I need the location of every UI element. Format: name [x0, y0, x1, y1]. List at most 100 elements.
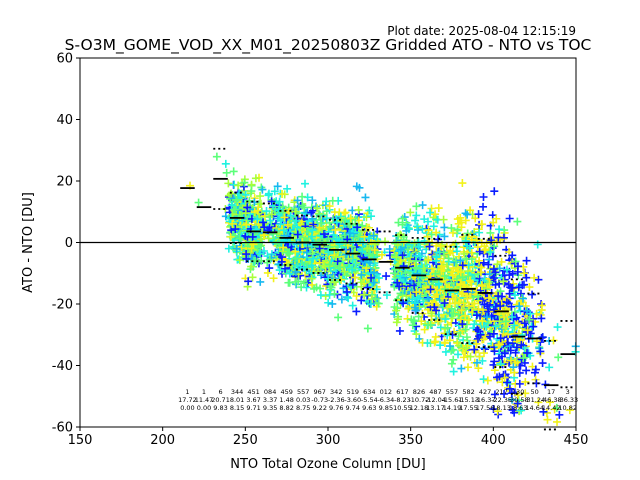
bin-std-label: 10.55 — [393, 404, 412, 412]
scatter-point — [358, 227, 367, 236]
scatter-point — [502, 298, 511, 307]
scatter-point — [441, 347, 450, 356]
scatter-point — [361, 193, 370, 202]
scatter-point — [348, 280, 357, 289]
scatter-point — [440, 285, 449, 294]
scatter-point — [227, 226, 236, 235]
scatter-point — [522, 256, 531, 265]
bin-std-label: 9.85 — [379, 404, 393, 412]
scatter-point — [445, 342, 454, 351]
scatter-point — [529, 322, 538, 331]
scatter-point — [478, 317, 487, 326]
scatter-point — [538, 333, 547, 342]
scatter-point — [479, 349, 488, 358]
scatter-point — [512, 400, 521, 409]
scatter-point — [331, 225, 340, 234]
scatter-point — [510, 291, 519, 300]
scatter-point — [285, 278, 294, 287]
scatter-point — [440, 272, 449, 281]
scatter-point — [465, 301, 474, 310]
scatter-point — [359, 253, 368, 262]
y-tick-label: -60 — [52, 421, 73, 436]
scatter-point — [372, 285, 381, 294]
bin-mean-label: 8.01 — [230, 396, 244, 404]
bin-std-label: 14.42 — [542, 404, 561, 412]
scatter-point — [344, 254, 353, 263]
bin-mean-label: -15.13 — [458, 396, 479, 404]
scatter-point — [502, 265, 511, 274]
scatter-point — [253, 243, 262, 252]
scatter-point — [495, 279, 504, 288]
scatter-point — [241, 231, 250, 240]
scatter-point — [259, 246, 268, 255]
scatter-point — [479, 306, 488, 315]
scatter-point — [461, 325, 470, 334]
bin-std-label: 9.76 — [329, 404, 343, 412]
scatter-point — [267, 210, 276, 219]
scatter-point — [471, 214, 480, 223]
bin-std-label: 0.00 — [180, 404, 194, 412]
scatter-point — [394, 218, 403, 227]
scatter-point — [457, 364, 466, 373]
scatter-point — [234, 255, 243, 264]
scatter-point — [477, 220, 486, 229]
scatter-point — [496, 302, 505, 311]
scatter-point — [243, 216, 252, 225]
scatter-point — [534, 398, 543, 407]
scatter-point — [522, 306, 531, 315]
scatter-point — [283, 220, 292, 229]
y-tick-label: 0 — [65, 236, 73, 251]
scatter-point — [553, 417, 562, 426]
bin-std-label: 14.64 — [525, 404, 544, 412]
scatter-point — [511, 257, 520, 266]
scatter-point — [348, 265, 357, 274]
bin-std-label: 9.22 — [312, 404, 326, 412]
scatter-point — [299, 263, 308, 272]
scatter-point — [251, 174, 260, 183]
scatter-point — [406, 208, 415, 217]
scatter-point — [264, 191, 273, 200]
scatter-point — [317, 218, 326, 227]
scatter-point — [408, 295, 417, 304]
scatter-point — [439, 248, 448, 257]
scatter-point — [227, 201, 236, 210]
scatter-point — [248, 273, 257, 282]
scatter-point — [256, 277, 265, 286]
scatter-point — [482, 313, 491, 322]
scatter-point — [456, 315, 465, 324]
scatter-point — [462, 344, 471, 353]
scatter-point — [499, 313, 508, 322]
scatter-point — [399, 262, 408, 271]
scatter-point — [325, 202, 334, 211]
scatter-point — [501, 317, 510, 326]
scatter-point — [531, 365, 540, 374]
x-tick-label: 200 — [150, 433, 175, 448]
scatter-point — [509, 312, 518, 321]
scatter-point — [260, 212, 269, 221]
bin-std-label: 9.83 — [213, 404, 227, 412]
scatter-point — [426, 285, 435, 294]
bin-std-label: 13.17 — [426, 404, 445, 412]
scatter-point — [453, 350, 462, 359]
scatter-point — [454, 310, 463, 319]
scatter-point — [456, 280, 465, 289]
scatter-point — [291, 207, 300, 216]
scatter-point — [308, 196, 317, 205]
scatter-point — [279, 226, 288, 235]
scatter-point — [382, 272, 391, 281]
scatter-point — [463, 292, 472, 301]
scatter-point — [270, 187, 279, 196]
scatter-point — [457, 218, 466, 227]
x-tick-label: 350 — [398, 433, 423, 448]
scatter-point — [507, 302, 516, 311]
scatter-point — [543, 415, 552, 424]
scatter-point — [555, 410, 564, 419]
scatter-point — [508, 406, 517, 415]
scatter-point — [291, 254, 300, 263]
scatter-point — [391, 265, 400, 274]
scatter-point — [480, 300, 489, 309]
plot-date: Plot date: 2025-08-04 12:15:19 — [387, 24, 576, 38]
scatter-point — [410, 303, 419, 312]
scatter-point — [307, 232, 316, 241]
bin-count-label: 084 — [264, 388, 276, 396]
